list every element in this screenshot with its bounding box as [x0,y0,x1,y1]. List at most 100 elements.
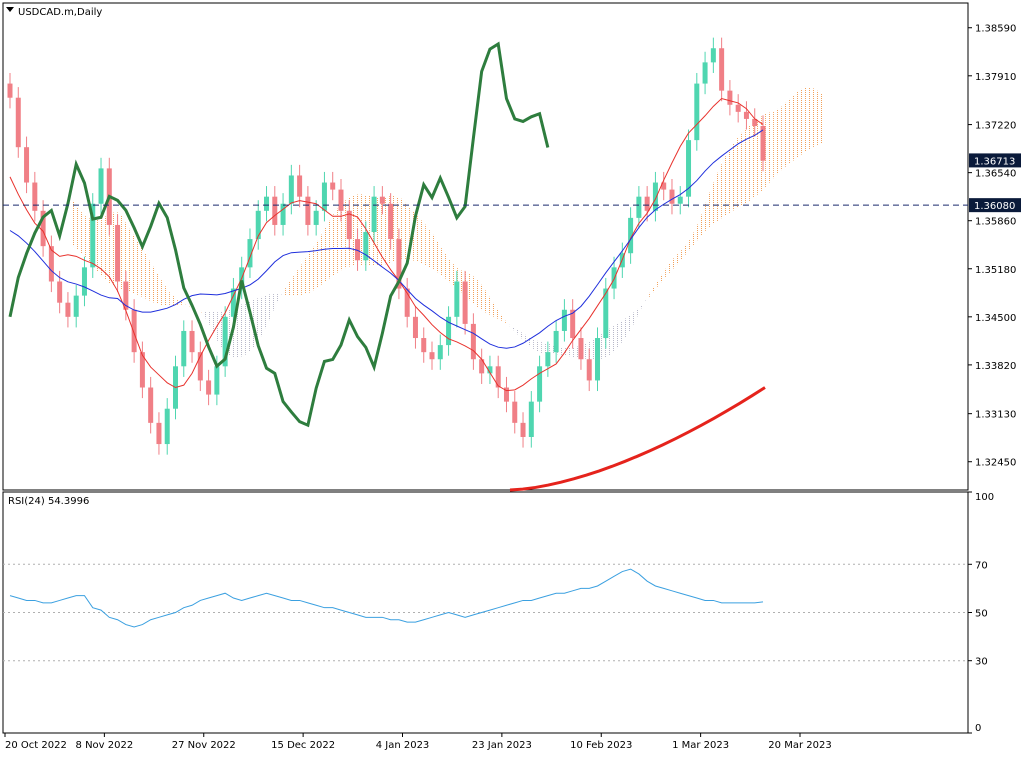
cloud-segment [492,301,501,320]
cloud-segment [674,249,683,268]
kijun-line [9,129,764,349]
price-tick-label: 1.32450 [975,458,1016,469]
cloud-segment [781,98,790,170]
bull-candle [321,182,327,211]
cloud-segment [334,202,344,275]
bear-candle [421,338,427,353]
bear-candle [123,281,129,310]
bear-candle [404,288,410,317]
horizontal-level-box [969,198,1021,213]
cloud-segment [789,90,799,164]
bear-candle [65,302,71,317]
bull-candle [73,295,79,317]
bear-candle [578,338,584,360]
cloud-segment [483,287,493,316]
bull-candle [446,316,452,346]
cloud-segment [144,252,153,303]
cloud-segment [715,159,724,223]
bear-candle [520,422,526,437]
cloud-segment [268,293,277,322]
main-pane-frame [2,2,969,491]
bull-candle [454,281,460,317]
bear-candle [48,246,54,282]
cloud-segment [665,257,675,277]
bull-candle [710,48,716,63]
bull-candle [81,267,87,296]
price-tick-label: 1.33130 [975,410,1016,421]
bear-candle [355,239,361,261]
rsi-tick-label: 30 [975,657,988,668]
bull-candle [230,288,236,317]
cloud-segment [723,145,732,217]
price-tick-label: 1.38590 [975,24,1016,35]
cloud-segment [814,88,823,147]
cloud-segment [616,319,625,350]
horizontal-level-label: 1.36080 [974,201,1015,212]
rsi-pane: 100 70 50 30 0 RSI(24) 54.3996 [3,491,994,734]
bear-candle [503,387,509,402]
bull-candle [537,366,543,402]
time-tick-label: 10 Feb 2023 [570,740,632,751]
bear-candle [297,175,303,197]
bear-candle [719,48,725,91]
time-tick-label: 23 Jan 2023 [472,740,532,751]
tenkan-line [9,97,764,392]
horizontal-line: 1.36080 [3,198,1021,213]
bear-candle [412,316,418,339]
bear-candle [189,330,195,353]
bear-candle [396,239,402,289]
bear-candle [330,182,336,190]
sma-line [509,386,766,492]
cloud-segment [541,342,550,354]
chart-menu-icon[interactable] [6,7,14,12]
bull-candle [264,196,270,211]
time-tick-label: 27 Nov 2022 [172,740,236,751]
cloud-segment [500,313,509,325]
bull-candle [288,175,294,204]
bull-candle [561,309,567,331]
current-price-box [969,153,1021,168]
bull-candle [702,62,708,84]
bear-candle [7,83,13,98]
bear-candle [24,147,30,183]
cloud-segment [806,86,815,151]
bear-candle [156,422,162,445]
bear-candle [32,182,38,211]
price-tick-label: 1.36540 [975,169,1016,180]
price-tick-label: 1.35180 [975,265,1016,276]
cloud-segment [417,216,426,266]
cloud-segment [127,226,137,295]
cloud-segment [640,293,650,310]
cloud-segment [434,235,443,276]
rsi-tick-label: 50 [975,609,988,620]
cloud-segment [798,86,807,157]
time-tick-label: 8 Nov 2022 [76,740,134,751]
cloud-segment [169,291,178,306]
current-price-label: 1.36713 [974,156,1015,167]
cloud-segment [70,195,79,251]
bull-candle [545,352,551,367]
bull-candle [222,316,228,367]
cloud-segment [516,329,526,342]
bear-candle [479,359,485,374]
time-axis: 20 Oct 2022 8 Nov 2022 27 Nov 2022 15 Dec 2… [4,733,832,751]
candlesticks [7,37,766,455]
chart-title: USDCAD.m,Daily [18,7,102,18]
rsi-label: RSI(24) 54.3996 [8,496,89,507]
cloud-segment [649,281,658,298]
bear-candle [305,196,311,225]
cloud-segment [657,268,666,287]
cloud-segment [177,299,186,306]
bull-candle [247,239,253,268]
price-tick-label: 1.37220 [975,121,1016,132]
cloud-segment [260,294,269,339]
cloud-segment [94,217,104,278]
cloud-segment [533,339,542,354]
bull-candle [686,140,692,197]
bear-candle [346,210,352,240]
bull-candle [98,168,104,204]
bull-candle [280,203,286,225]
bull-candle [90,203,96,268]
